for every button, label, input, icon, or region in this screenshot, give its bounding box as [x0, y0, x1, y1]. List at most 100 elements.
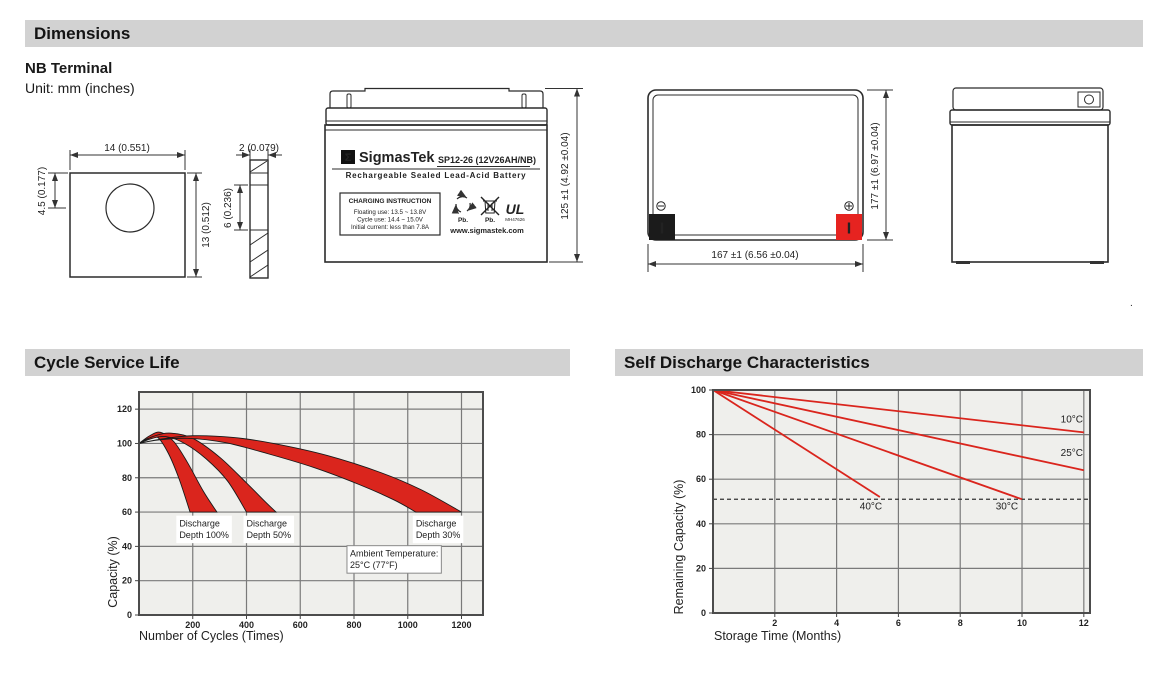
terminal-thickness-dim: 2 (0.079) [239, 143, 279, 154]
y-tick-label: 80 [696, 430, 706, 440]
y-tick-label: 40 [122, 541, 132, 551]
terminal-width-dim: 14 (0.551) [104, 143, 150, 154]
side-terminal-hole [1084, 94, 1094, 105]
battery-side-view [949, 87, 1111, 264]
ul-mark-icon: UL [506, 201, 525, 217]
x-tick-label: 4 [834, 618, 839, 628]
positive-terminal-slot: I [847, 221, 851, 238]
svg-text:25°C (77°F): 25°C (77°F) [350, 560, 398, 570]
battery-top-view: I I 167 ±1 (6.56 ±0.04) 177 ±1 (6.97 ±0.… [647, 89, 893, 272]
terminal-hole-height-dim: 6 (0.236) [223, 188, 234, 228]
x-tick-label: 800 [346, 620, 361, 630]
terminal-side-view: 2 (0.079) 6 (0.236) [223, 143, 282, 279]
y-tick-label: 0 [127, 610, 132, 620]
battery-height-dim: 125 ±1 (4.92 ±0.04) [560, 132, 571, 219]
y-axis-title: Remaining Capacity (%) [672, 480, 686, 615]
bin-pb-label: Pb. [485, 217, 495, 224]
battery-depth-dim: 177 ±1 (6.97 ±0.04) [870, 122, 881, 209]
svg-text:Depth 30%: Depth 30% [416, 530, 461, 540]
x-tick-label: 1200 [451, 620, 471, 630]
x-tick-label: 400 [239, 620, 254, 630]
series-line-40C [712, 389, 881, 498]
y-tick-label: 40 [696, 519, 706, 529]
annotation: Ambient Temperature:25°C (77°F) [346, 545, 442, 574]
y-tick-label: 60 [122, 507, 132, 517]
brand-name: SigmasTek [359, 150, 435, 166]
plot-border [138, 391, 484, 616]
recycle-pb-icon [451, 189, 477, 214]
y-tick-label: 80 [122, 473, 132, 483]
charging-line1: Floating use: 13.5 ~ 13.8V [354, 209, 427, 216]
self-discharge-chart: 10°C 25°C 30°C 40°C 2 4 6 8 10 12 0 20 40 60 80 100 Stor… [672, 385, 1091, 643]
plot-border [712, 389, 1091, 614]
negative-terminal-slot: I [660, 221, 664, 238]
website-label: www.sigmastek.com [449, 226, 524, 235]
y-tick-label: 20 [122, 576, 132, 586]
y-axis-title: Capacity (%) [106, 536, 120, 608]
dimensions-title: Dimensions [34, 24, 131, 43]
dimension-drawings: 14 (0.551) 13 (0.512) 4.5 (0.177) 2 (0.0… [37, 87, 1133, 309]
terminal-hole [105, 183, 155, 233]
dimensions-section-header: Dimensions [25, 20, 1143, 47]
y-tick-label: 100 [117, 438, 132, 448]
terminal-height-dim: 13 (0.512) [201, 202, 212, 248]
cycle-service-life-header: Cycle Service Life [25, 349, 570, 376]
x-tick-label: 1000 [398, 620, 418, 630]
series-label: 40°C [860, 501, 882, 512]
x-tick-label: 6 [896, 618, 901, 628]
negative-terminal [649, 214, 675, 240]
svg-text:Depth 100%: Depth 100% [179, 530, 229, 540]
battery-front-view: Σ SigmasTek SP12-26 (12V26AH/NB) Recharg… [324, 87, 583, 263]
series-line-10C [712, 389, 1084, 434]
band-discharge-depth-30- [138, 435, 464, 513]
x-tick-label: 12 [1079, 618, 1089, 628]
series-label: 30°C [996, 501, 1018, 512]
trailing-dot: . [1130, 298, 1133, 309]
y-tick-label: 100 [691, 385, 706, 395]
y-tick-label: 0 [701, 608, 706, 618]
y-tick-label: 60 [696, 474, 706, 484]
series-line-25C [712, 389, 1085, 472]
y-tick-label: 120 [117, 404, 132, 414]
series-label: 25°C [1061, 448, 1083, 459]
x-tick-label: 200 [185, 620, 200, 630]
terminal-type-label: NB Terminal [25, 60, 113, 77]
sigmastek-logo-icon [341, 150, 355, 164]
x-tick-label: 600 [293, 620, 308, 630]
x-tick-label: 10 [1017, 618, 1027, 628]
charging-line2: Cycle use: 14.4 ~ 15.0V [357, 217, 424, 224]
x-tick-label: 8 [958, 618, 963, 628]
svg-text:Discharge: Discharge [179, 519, 220, 529]
svg-text:Depth 50%: Depth 50% [247, 530, 292, 540]
positive-terminal [836, 214, 862, 240]
series-line-30C [712, 389, 1023, 501]
logo-sigma-glyph: Σ [345, 152, 352, 164]
svg-text:Discharge: Discharge [247, 519, 288, 529]
self-discharge-header: Self Discharge Characteristics [615, 349, 1143, 376]
svg-text:Ambient Temperature:: Ambient Temperature: [350, 549, 438, 559]
x-axis-title: Storage Time (Months) [714, 629, 841, 643]
series-label: 10°C [1061, 414, 1083, 425]
x-axis-title: Number of Cycles (Times) [139, 629, 284, 643]
unit-note: Unit: mm (inches) [25, 80, 135, 96]
charging-instruction-box [339, 192, 441, 236]
charging-line3: Initial current: less than 7.8A [351, 224, 430, 231]
band-discharge-depth-50- [138, 432, 278, 513]
battery-width-dim: 167 ±1 (6.56 ±0.04) [711, 250, 798, 261]
charging-title: CHARGING INSTRUCTION [349, 198, 432, 205]
cycle-service-life-title: Cycle Service Life [34, 353, 180, 372]
model-number: SP12-26 (12V26AH/NB) [438, 155, 536, 165]
terminal-front-view: 14 (0.551) 13 (0.512) 4.5 (0.177) [37, 143, 212, 278]
y-tick-label: 20 [696, 563, 706, 573]
x-tick-label: 2 [772, 618, 777, 628]
svg-text:Discharge: Discharge [416, 519, 457, 529]
self-discharge-title: Self Discharge Characteristics [624, 353, 870, 372]
plus-symbol-icon [844, 201, 854, 211]
plot-area [713, 390, 1090, 613]
crossed-bin-icon [480, 196, 500, 216]
ul-file-number: MH47626 [505, 217, 525, 222]
